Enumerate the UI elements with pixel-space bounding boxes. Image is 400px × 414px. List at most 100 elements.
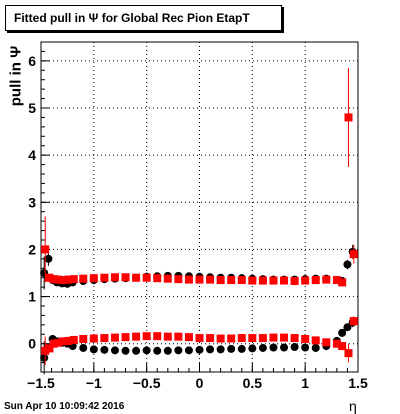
data-point-square (121, 273, 130, 282)
data-point-square (100, 273, 109, 282)
data-point-square (332, 276, 341, 285)
x-tick-label: 1 (301, 375, 309, 391)
data-point-square (153, 332, 162, 341)
data-point-circle (100, 345, 109, 354)
data-point-square (349, 250, 358, 259)
data-point-square (258, 276, 267, 285)
data-point-square (322, 338, 331, 347)
data-point-circle (343, 323, 352, 332)
series-3 (41, 67, 358, 287)
x-tick-label: 0.5 (243, 375, 263, 391)
grid-lines (40, 42, 359, 372)
data-point-square (311, 276, 320, 285)
data-point-square (301, 335, 310, 343)
data-point-square (269, 333, 278, 342)
timestamp: Sun Apr 10 10:09:42 2016 (4, 401, 125, 412)
data-point-square (64, 336, 73, 345)
data-point-square (100, 334, 109, 343)
data-point-circle (132, 346, 141, 355)
data-point-square (41, 346, 50, 355)
x-tick-label: 0 (196, 375, 204, 391)
data-point-square (53, 338, 62, 347)
data-point-square (227, 276, 236, 285)
data-point-circle (40, 353, 49, 362)
data-point-square (49, 339, 58, 348)
data-point-square (237, 276, 246, 285)
data-point-square (195, 334, 204, 343)
x-tick-label: 1.5 (348, 375, 368, 391)
data-point-square (322, 275, 331, 284)
y-tick-label: 1 (28, 289, 36, 305)
data-point-square (338, 342, 347, 351)
y-tick-label: 0 (28, 336, 36, 352)
data-point-square (301, 276, 310, 285)
data-point-square (332, 339, 341, 348)
data-point-square (132, 332, 141, 341)
data-point-square (59, 276, 68, 285)
data-point-square (174, 275, 183, 284)
data-point-circle (311, 343, 320, 352)
data-point-square (41, 245, 50, 254)
data-point-square (338, 278, 347, 287)
data-point-square (258, 334, 267, 343)
data-point-circle (89, 345, 98, 354)
data-point-circle (79, 343, 88, 352)
series-2 (41, 316, 358, 365)
data-point-square (184, 275, 193, 284)
data-point-circle (258, 343, 267, 352)
data-point-square (174, 332, 183, 341)
data-point-circle (121, 346, 130, 355)
data-point-square (69, 335, 78, 344)
data-point-circle (174, 346, 183, 355)
data-point-circle (301, 343, 310, 352)
data-point-circle (206, 345, 215, 354)
y-tick-label: 2 (28, 241, 36, 257)
data-point-square (290, 277, 299, 286)
data-point-square (216, 334, 225, 343)
data-point-square (45, 273, 54, 282)
series-0 (40, 317, 357, 375)
data-point-square (110, 273, 119, 282)
data-point-square (142, 332, 151, 341)
data-point-circle (237, 344, 246, 353)
data-point-circle (343, 260, 352, 269)
data-point-square (311, 336, 320, 345)
data-point-square (79, 274, 88, 283)
x-axis-label: η (349, 398, 357, 414)
data-point-circle (44, 254, 53, 263)
data-point-square (49, 275, 58, 284)
data-point-square (69, 275, 78, 284)
data-point-circle (195, 345, 204, 354)
data-points (40, 67, 358, 375)
data-point-square (248, 276, 257, 285)
data-point-square (184, 333, 193, 342)
data-point-square (227, 334, 236, 343)
y-tick-label: 4 (28, 147, 36, 163)
data-point-square (269, 276, 278, 285)
data-point-circle (269, 343, 278, 352)
data-point-square (216, 276, 225, 285)
data-point-circle (153, 346, 162, 355)
data-point-square (280, 276, 289, 285)
data-point-circle (163, 346, 172, 355)
data-point-square (344, 113, 353, 122)
y-tick-label: 6 (28, 53, 36, 69)
chart-title: Fitted pull in Ψ for Global Rec Pion Eta… (5, 5, 282, 31)
data-point-square (290, 334, 299, 343)
data-point-square (153, 274, 162, 283)
data-point-square (53, 275, 62, 284)
data-point-square (206, 275, 215, 284)
data-point-circle (184, 346, 193, 355)
data-point-square (142, 273, 151, 282)
data-point-circle (110, 346, 119, 355)
data-point-circle (280, 343, 289, 352)
data-point-square (349, 317, 358, 326)
data-point-square (163, 332, 172, 341)
data-point-square (163, 274, 172, 283)
data-point-square (237, 334, 246, 343)
y-tick-label: 3 (28, 194, 36, 210)
y-tick-label: 5 (28, 100, 36, 116)
x-tick-label: −1 (86, 375, 102, 391)
axis-tick-labels: −1.5 −1 −0.5 0 0.5 1 1.5 0 1 2 3 4 5 6 (27, 53, 368, 391)
